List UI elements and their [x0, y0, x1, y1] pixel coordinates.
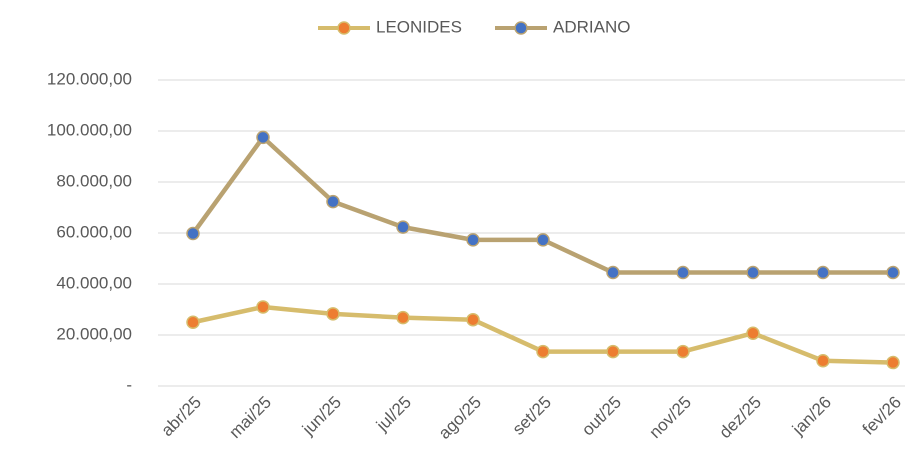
data-point	[536, 344, 550, 359]
x-tick-label: set/25	[509, 393, 555, 439]
y-tick-label: 80.000,00	[56, 171, 132, 190]
data-point	[396, 310, 410, 325]
data-point	[606, 344, 620, 359]
data-point	[466, 312, 480, 327]
data-point	[676, 344, 690, 359]
legend-marker	[337, 21, 351, 35]
x-tick-label: nov/25	[645, 393, 695, 443]
data-point	[676, 265, 690, 280]
x-tick-label: dez/25	[715, 393, 765, 443]
data-point	[256, 300, 270, 314]
y-tick-label: 20.000,00	[56, 324, 132, 343]
x-tick-label: jan/26	[788, 393, 835, 440]
data-point	[536, 233, 550, 247]
data-point	[816, 354, 830, 368]
x-tick-label: abr/25	[157, 393, 205, 441]
y-tick-label: 40.000,00	[56, 273, 132, 292]
data-point	[746, 265, 760, 280]
legend-label: LEONIDES	[376, 17, 462, 36]
x-tick-label: mai/25	[225, 393, 275, 443]
x-tick-label: jun/25	[298, 393, 345, 440]
y-tick-label: 120.000,00	[47, 69, 132, 88]
y-tick-label: 100.000,00	[47, 120, 132, 139]
y-tick-label: -	[126, 375, 132, 394]
data-point	[186, 315, 200, 329]
legend-marker	[514, 21, 528, 35]
data-point	[186, 226, 200, 241]
data-point	[396, 220, 410, 234]
data-point	[326, 307, 340, 321]
x-tick-label: jul/25	[372, 393, 415, 436]
data-point	[886, 355, 900, 370]
y-tick-label: 60.000,00	[56, 222, 132, 241]
data-point	[326, 194, 340, 209]
data-point	[466, 233, 480, 247]
x-tick-label: ago/25	[435, 393, 485, 443]
data-point	[816, 265, 830, 280]
data-point	[256, 130, 270, 145]
x-tick-label: out/25	[578, 393, 625, 440]
series-line	[191, 135, 893, 275]
data-point	[746, 326, 760, 340]
legend-label: ADRIANO	[553, 17, 630, 36]
data-point	[606, 265, 620, 280]
x-tick-label: fev/26	[859, 393, 905, 439]
data-point	[886, 265, 900, 280]
